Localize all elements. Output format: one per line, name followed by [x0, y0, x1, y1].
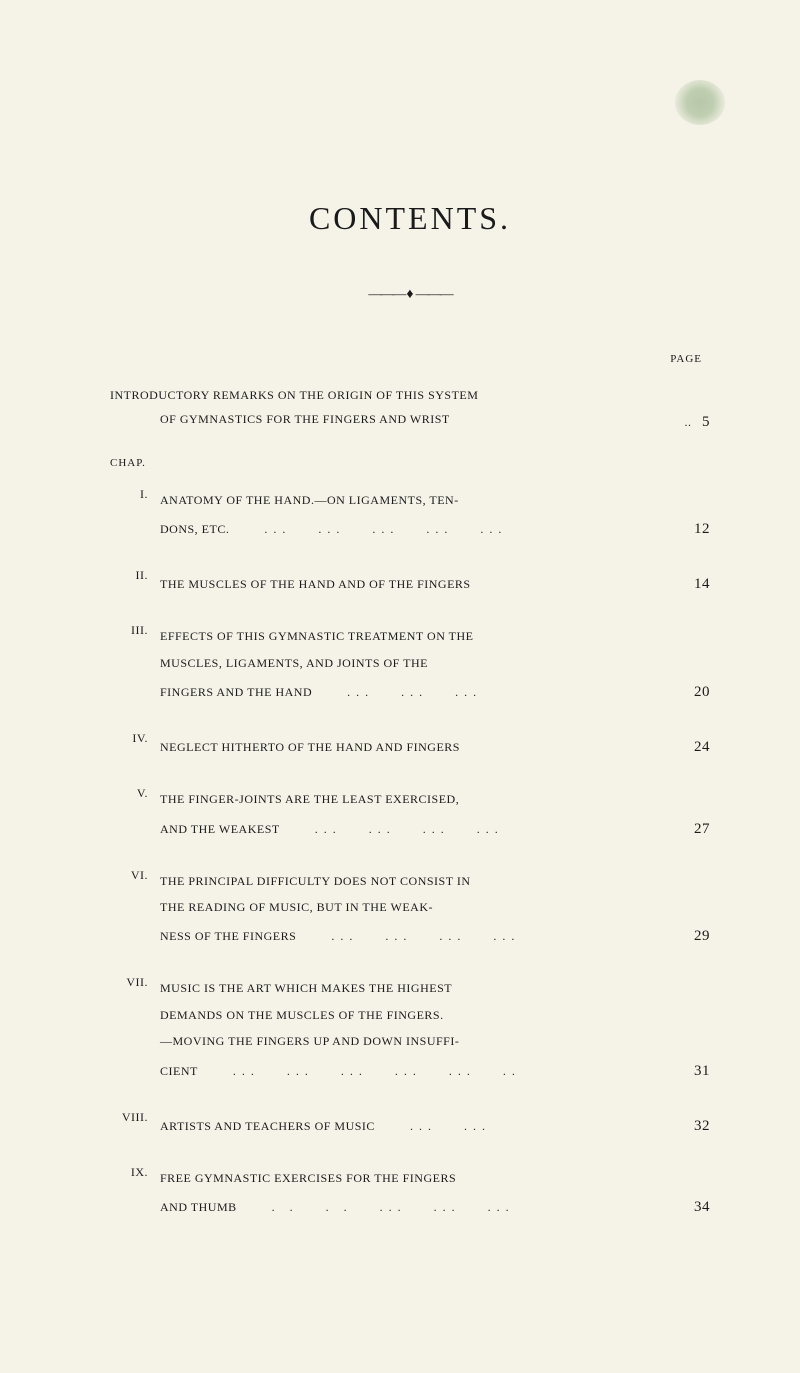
paper-smudge — [675, 80, 725, 125]
entry-line: EFFECTS OF THIS GYMNASTIC TREATMENT ON T… — [160, 623, 710, 649]
entry-last-line: AND THUMB . . . . ... ... ...34 — [160, 1191, 710, 1224]
roman-numeral: VIII. — [110, 1110, 160, 1125]
roman-numeral: II. — [110, 568, 160, 583]
entry-line: ANATOMY OF THE HAND.—ON LIGAMENTS, TEN- — [160, 487, 710, 513]
entry-line: DEMANDS ON THE MUSCLES OF THE FINGERS. — [160, 1002, 710, 1028]
entry-body: NEGLECT HITHERTO OF THE HAND AND FINGERS… — [160, 731, 710, 764]
entry-last-line: NESS OF THE FINGERS ... ... ... ...29 — [160, 920, 710, 953]
entry-last-text: DONS, ETC. — [160, 516, 229, 542]
entry-body: THE PRINCIPAL DIFFICULTY DOES NOT CONSIS… — [160, 868, 710, 954]
toc-container: I.ANATOMY OF THE HAND.—ON LIGAMENTS, TEN… — [110, 487, 710, 1224]
entry-last-text: AND THUMB — [160, 1194, 237, 1220]
entry-last-text: CIENT — [160, 1058, 198, 1084]
page-number: 12 — [682, 513, 710, 546]
entry-last-line: AND THE WEAKEST ... ... ... ...27 — [160, 813, 710, 846]
roman-numeral: III. — [110, 623, 160, 638]
entry-line: —MOVING THE FINGERS UP AND DOWN INSUFFI- — [160, 1028, 710, 1054]
intro-line1: INTRODUCTORY REMARKS ON THE ORIGIN OF TH… — [110, 383, 710, 407]
intro-dots: .. — [685, 415, 692, 429]
entry-line: MUSCLES, LIGAMENTS, AND JOINTS OF THE — [160, 650, 710, 676]
entry-last-line: FINGERS AND THE HAND ... ... ...20 — [160, 676, 710, 709]
toc-entry: IV.NEGLECT HITHERTO OF THE HAND AND FING… — [110, 731, 710, 764]
roman-numeral: IV. — [110, 731, 160, 746]
roman-numeral: V. — [110, 786, 160, 801]
entry-line: FREE GYMNASTIC EXERCISES FOR THE FINGERS — [160, 1165, 710, 1191]
intro-page-num: 5 — [702, 414, 710, 430]
leader-dots: ... ... ... ... ... — [229, 516, 682, 542]
page-number: 31 — [682, 1055, 710, 1088]
entry-body: ARTISTS AND TEACHERS OF MUSIC ... ...32 — [160, 1110, 710, 1143]
entry-body: EFFECTS OF THIS GYMNASTIC TREATMENT ON T… — [160, 623, 710, 709]
separator-ornament: ♦ — [110, 287, 710, 303]
page-number: 20 — [682, 676, 710, 709]
roman-numeral: I. — [110, 487, 160, 502]
entry-line: THE READING OF MUSIC, BUT IN THE WEAK- — [160, 894, 710, 920]
entry-body: THE MUSCLES OF THE HAND AND OF THE FINGE… — [160, 568, 710, 601]
intro-line2-text: OF GYMNASTICS FOR THE FINGERS AND WRIST — [160, 407, 450, 437]
roman-numeral: VII. — [110, 975, 160, 990]
entry-last-line: NEGLECT HITHERTO OF THE HAND AND FINGERS… — [160, 731, 710, 764]
page-number: 32 — [682, 1110, 710, 1143]
entry-last-text: ARTISTS AND TEACHERS OF MUSIC — [160, 1113, 375, 1139]
toc-entry: III.EFFECTS OF THIS GYMNASTIC TREATMENT … — [110, 623, 710, 709]
entry-last-line: DONS, ETC. ... ... ... ... ...12 — [160, 513, 710, 546]
contents-title: CONTENTS. — [110, 200, 710, 237]
page-number: 27 — [682, 813, 710, 846]
leader-dots — [471, 571, 682, 597]
toc-entry: VII.MUSIC IS THE ART WHICH MAKES THE HIG… — [110, 975, 710, 1087]
entry-last-line: THE MUSCLES OF THE HAND AND OF THE FINGE… — [160, 568, 710, 601]
leader-dots: ... ... ... ... ... .. — [198, 1058, 682, 1084]
entry-body: FREE GYMNASTIC EXERCISES FOR THE FINGERS… — [160, 1165, 710, 1224]
toc-entry: VI.THE PRINCIPAL DIFFICULTY DOES NOT CON… — [110, 868, 710, 954]
entry-last-text: AND THE WEAKEST — [160, 816, 280, 842]
leader-dots: ... ... ... ... — [296, 923, 682, 949]
page-number: 24 — [682, 731, 710, 764]
roman-numeral: IX. — [110, 1165, 160, 1180]
entry-line: THE FINGER-JOINTS ARE THE LEAST EXERCISE… — [160, 786, 710, 812]
page-number: 14 — [682, 568, 710, 601]
entry-line: THE PRINCIPAL DIFFICULTY DOES NOT CONSIS… — [160, 868, 710, 894]
leader-dots: . . . . ... ... ... — [237, 1194, 682, 1220]
toc-entry: IX.FREE GYMNASTIC EXERCISES FOR THE FING… — [110, 1165, 710, 1224]
entry-last-line: ARTISTS AND TEACHERS OF MUSIC ... ...32 — [160, 1110, 710, 1143]
toc-entry: I.ANATOMY OF THE HAND.—ON LIGAMENTS, TEN… — [110, 487, 710, 546]
entry-line: MUSIC IS THE ART WHICH MAKES THE HIGHEST — [160, 975, 710, 1001]
entry-body: THE FINGER-JOINTS ARE THE LEAST EXERCISE… — [160, 786, 710, 845]
entry-body: ANATOMY OF THE HAND.—ON LIGAMENTS, TEN-D… — [160, 487, 710, 546]
leader-dots: ... ... ... ... — [280, 816, 682, 842]
leader-dots: ... ... ... — [312, 679, 682, 705]
page-number: 29 — [682, 920, 710, 953]
chap-header: CHAP. — [110, 457, 710, 469]
entry-last-text: THE MUSCLES OF THE HAND AND OF THE FINGE… — [160, 571, 471, 597]
entry-last-text: FINGERS AND THE HAND — [160, 679, 312, 705]
leader-dots — [460, 734, 682, 760]
entry-last-text: NEGLECT HITHERTO OF THE HAND AND FINGERS — [160, 734, 460, 760]
leader-dots: ... ... — [375, 1113, 682, 1139]
roman-numeral: VI. — [110, 868, 160, 883]
toc-entry: VIII.ARTISTS AND TEACHERS OF MUSIC ... .… — [110, 1110, 710, 1143]
toc-entry: II.THE MUSCLES OF THE HAND AND OF THE FI… — [110, 568, 710, 601]
entry-last-line: CIENT ... ... ... ... ... ..31 — [160, 1055, 710, 1088]
entry-body: MUSIC IS THE ART WHICH MAKES THE HIGHEST… — [160, 975, 710, 1087]
toc-entry: V.THE FINGER-JOINTS ARE THE LEAST EXERCI… — [110, 786, 710, 845]
intro-entry: INTRODUCTORY REMARKS ON THE ORIGIN OF TH… — [110, 383, 710, 437]
page-column-header: PAGE — [110, 353, 710, 365]
page-number: 34 — [682, 1191, 710, 1224]
entry-last-text: NESS OF THE FINGERS — [160, 923, 296, 949]
